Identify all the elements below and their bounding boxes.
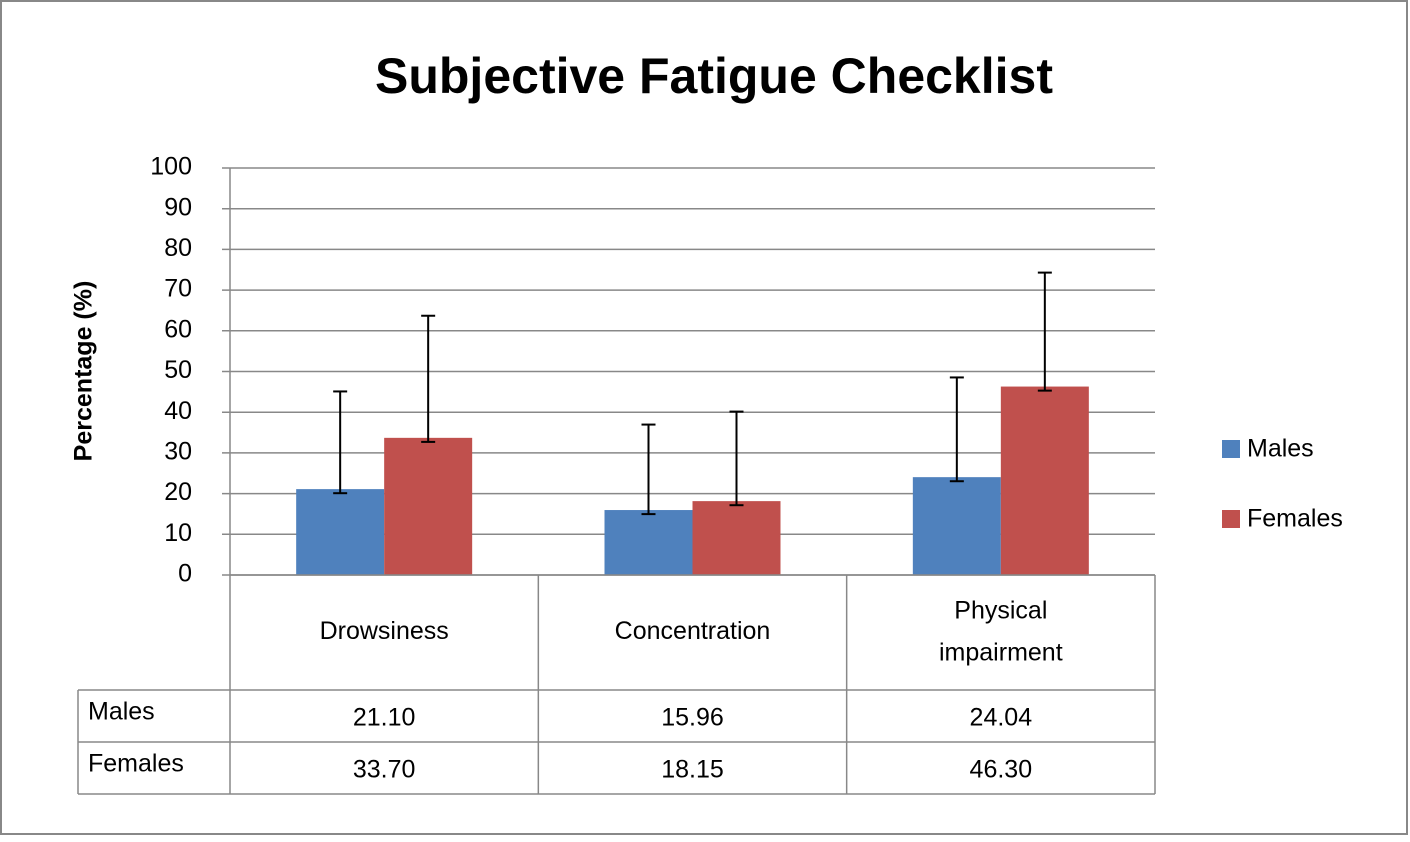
y-tick-label: 70 xyxy=(164,275,192,303)
y-tick-label: 0 xyxy=(178,560,192,588)
table-value: 24.04 xyxy=(970,704,1033,732)
chart-title: Subjective Fatigue Checklist xyxy=(375,48,1053,104)
y-tick-label: 90 xyxy=(164,193,192,221)
bar xyxy=(1000,386,1089,575)
y-tick-label: 10 xyxy=(164,519,192,547)
y-tick-label: 50 xyxy=(164,356,192,384)
x-tick-label: Physical impairment xyxy=(939,596,1063,666)
bar xyxy=(692,501,781,575)
legend-label: Males xyxy=(1247,435,1314,463)
error-bar xyxy=(333,390,348,495)
bar xyxy=(296,489,385,575)
table-row-label: Females xyxy=(88,750,184,778)
y-tick-label: 20 xyxy=(164,478,192,506)
error-bar xyxy=(641,423,656,516)
y-tick-label: 40 xyxy=(164,397,192,425)
table-row-label: Males xyxy=(88,698,155,726)
error-bar xyxy=(949,376,964,483)
legend-swatch xyxy=(1222,440,1240,458)
error-bar xyxy=(729,410,744,507)
error-bar xyxy=(1037,271,1052,392)
bar xyxy=(912,477,1001,575)
y-tick-label: 60 xyxy=(164,315,192,343)
table-value: 21.10 xyxy=(353,704,416,732)
bar xyxy=(604,510,693,575)
table-value: 33.70 xyxy=(353,756,416,784)
x-tick-label: Drowsiness xyxy=(320,617,449,645)
table-value: 15.96 xyxy=(661,704,724,732)
legend-label: Females xyxy=(1247,505,1343,533)
legend-swatch xyxy=(1222,510,1240,528)
x-tick-label: Concentration xyxy=(615,617,771,645)
y-tick-label: 100 xyxy=(150,153,192,181)
y-axis-label: Percentage (%) xyxy=(70,281,98,462)
error-bar xyxy=(421,314,436,443)
bar xyxy=(384,437,473,575)
table-value: 18.15 xyxy=(661,756,724,784)
table-value: 46.30 xyxy=(970,756,1033,784)
y-tick-label: 30 xyxy=(164,438,192,466)
y-tick-label: 80 xyxy=(164,234,192,262)
